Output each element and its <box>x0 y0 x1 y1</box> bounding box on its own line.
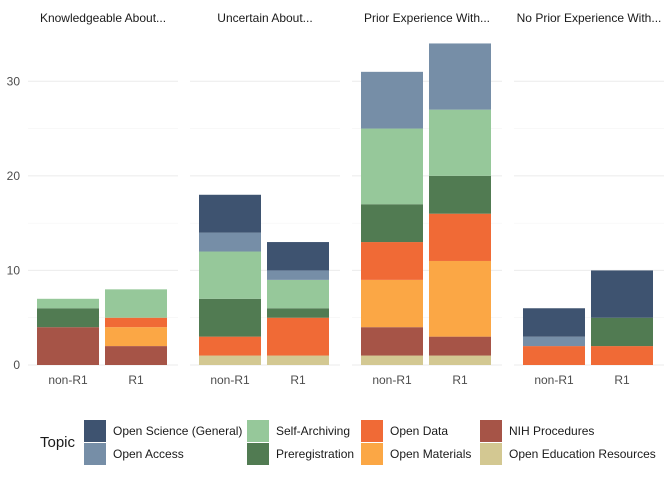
bar-segment <box>429 175 491 214</box>
bar-segment <box>199 251 261 299</box>
legend-item: Open Access <box>84 443 184 465</box>
legend-label: Open Access <box>113 447 184 461</box>
legend-key-swatch <box>247 420 269 442</box>
facet-panel: Uncertain About... non-R1 R1 <box>190 11 340 387</box>
legend-item: Open Education Resources <box>480 443 656 465</box>
bar-segment <box>361 128 423 205</box>
bar-segment <box>37 298 99 309</box>
legend-label: Open Science (General) <box>113 424 243 438</box>
y-tick-label: 30 <box>7 74 21 88</box>
legend: Topic Open Science (General) Open Access S… <box>0 412 672 480</box>
legend-key-swatch <box>247 443 269 465</box>
bar-segment <box>591 317 653 347</box>
bar-segment <box>361 242 423 280</box>
bar-segment <box>199 298 261 337</box>
y-tick-label: 10 <box>7 263 21 277</box>
bar-segment <box>523 308 585 337</box>
legend-item: Open Data <box>361 420 448 442</box>
legend-label: Open Education Resources <box>509 447 656 461</box>
bar-segment <box>199 232 261 252</box>
facet-title: Uncertain About... <box>217 11 312 25</box>
bar-segment <box>361 279 423 328</box>
y-tick-label: 0 <box>13 358 20 372</box>
bar-segment <box>267 279 329 309</box>
bar-segment <box>361 71 423 129</box>
facet-panel: Knowledgeable About... non-R1 R1 <box>28 11 178 387</box>
legend-key-swatch <box>361 443 383 465</box>
bar-segment <box>429 213 491 261</box>
bar-segment <box>361 355 423 365</box>
bar-segment <box>267 308 329 318</box>
x-tick-label: R1 <box>128 373 144 387</box>
bar-segment <box>429 336 491 356</box>
legend-item: NIH Procedures <box>480 420 594 442</box>
y-tick-label: 20 <box>7 169 21 183</box>
facet-panel: Prior Experience With... non-R1 R1 <box>352 11 502 387</box>
x-tick-label: non-R1 <box>210 373 250 387</box>
legend-label: Open Materials <box>390 447 472 461</box>
legend-item: Preregistration <box>247 443 354 465</box>
legend-label: Open Data <box>390 424 449 438</box>
bar-segment <box>105 346 167 365</box>
bar-segment <box>591 346 653 365</box>
bar-segment <box>105 317 167 328</box>
legend-key-swatch <box>84 443 106 465</box>
facet-title: Knowledgeable About... <box>40 11 166 25</box>
bar-segment <box>199 355 261 365</box>
bar-segment <box>361 204 423 243</box>
legend-key-swatch <box>480 443 502 465</box>
bar-segment <box>37 308 99 328</box>
x-tick-label: non-R1 <box>372 373 412 387</box>
legend-title: Topic <box>40 434 76 451</box>
bar-segment <box>267 355 329 365</box>
bar-segment <box>37 327 99 365</box>
legend-key-swatch <box>361 420 383 442</box>
bar-segment <box>429 109 491 176</box>
x-tick-label: R1 <box>290 373 306 387</box>
bar-segment <box>429 355 491 365</box>
legend-label: Self-Archiving <box>276 424 351 438</box>
bar-segment <box>523 336 585 347</box>
bar-segment <box>267 270 329 280</box>
bar-segment <box>361 327 423 356</box>
legend-key-swatch <box>480 420 502 442</box>
x-tick-label: R1 <box>614 373 630 387</box>
legend-item: Self-Archiving <box>247 420 350 442</box>
legend-item: Open Science (General) <box>84 420 242 442</box>
facet-panel: No Prior Experience With... non-R1 R1 <box>514 11 664 387</box>
legend-key-swatch <box>84 420 106 442</box>
x-tick-label: non-R1 <box>534 373 574 387</box>
x-tick-label: R1 <box>452 373 468 387</box>
bar-segment <box>523 346 585 365</box>
bar-segment <box>267 242 329 271</box>
bar-segment <box>267 317 329 356</box>
legend-label: Preregistration <box>276 447 355 461</box>
x-tick-label: non-R1 <box>48 373 88 387</box>
bar-segment <box>591 270 653 318</box>
bar-segment <box>105 289 167 318</box>
bar-segment <box>199 336 261 356</box>
legend-item: Open Materials <box>361 443 471 465</box>
bar-segment <box>199 194 261 233</box>
bar-segment <box>105 327 167 347</box>
facet-title: No Prior Experience With... <box>517 11 662 25</box>
legend-label: NIH Procedures <box>509 424 595 438</box>
bar-segment <box>429 43 491 110</box>
bar-segment <box>429 260 491 337</box>
facet-title: Prior Experience With... <box>364 11 490 25</box>
